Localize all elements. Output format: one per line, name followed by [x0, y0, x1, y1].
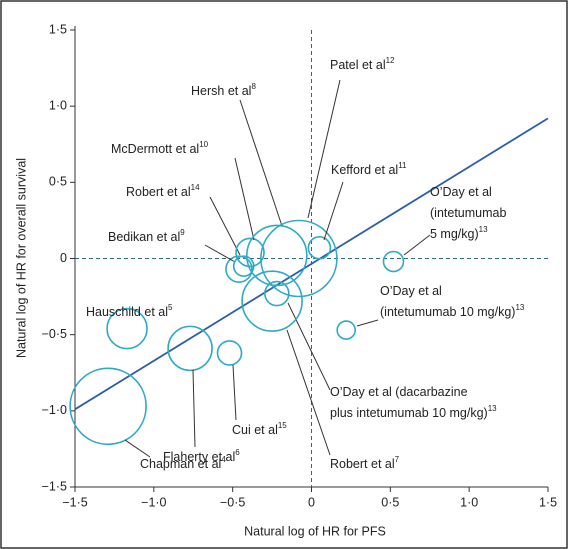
- point-label-text: O’Day et al (dacarbazine: [330, 385, 468, 399]
- point-label: Flaherty et al6: [163, 448, 240, 464]
- y-tick-label: 1·5: [49, 22, 67, 36]
- bubble: [260, 219, 338, 298]
- leader-line: [356, 319, 379, 327]
- bubble: [69, 367, 147, 446]
- point-label-ref: 6: [235, 448, 240, 457]
- y-tick-label: 0: [60, 251, 67, 265]
- leader-line: [204, 244, 236, 263]
- point-label-text: Robert et al: [330, 457, 395, 471]
- point-label: Kefford et al11: [331, 161, 407, 177]
- point-label-ref: 4: [221, 455, 226, 464]
- point-label-text: Hauschild et al: [86, 305, 168, 319]
- point-label: Patel et al12: [330, 56, 395, 72]
- point-label-ref: 13: [488, 404, 497, 413]
- point-label-ref: 13: [515, 303, 524, 312]
- point-label-text: (intetumumab 10 mg/kg): [380, 305, 515, 319]
- point-label: plus intetumumab 10 mg/kg)13: [330, 404, 497, 420]
- point-label: Chapman et al4: [140, 455, 226, 471]
- bubble: [106, 307, 148, 350]
- point-label-ref: 11: [398, 161, 407, 170]
- bubble: [336, 320, 356, 340]
- point-label: 5 mg/kg)13: [430, 225, 488, 241]
- point-label-text: plus intetumumab 10 mg/kg): [330, 406, 488, 420]
- point-label-text: O’Day et al: [380, 284, 442, 298]
- bubble: [216, 340, 243, 366]
- bubble: [167, 325, 213, 372]
- y-tick-label: −1·0: [42, 403, 67, 417]
- x-tick-label: 0: [308, 495, 315, 509]
- point-label: Bedikan et al9: [108, 228, 185, 244]
- x-axis-title: Natural log of HR for PFS: [244, 524, 386, 538]
- point-label: O’Day et al: [430, 185, 492, 199]
- point-label-ref: 8: [251, 82, 256, 91]
- point-label: Hauschild et al5: [86, 303, 173, 319]
- bubble: [264, 280, 290, 307]
- point-label-text: Chapman et al: [140, 457, 221, 471]
- leader-line: [307, 79, 341, 219]
- point-label-ref: 5: [168, 303, 173, 312]
- point-label: O’Day et al: [380, 284, 442, 298]
- point-label-ref: 15: [278, 421, 287, 430]
- point-label: Robert et al14: [126, 183, 200, 199]
- point-label-ref: 13: [479, 225, 488, 234]
- point-label-text: (intetumumab: [430, 206, 506, 220]
- bubble: [382, 250, 405, 273]
- point-label-ref: 10: [199, 140, 208, 149]
- point-label-text: Patel et al: [330, 58, 386, 72]
- point-label-text: Cui et al: [232, 423, 278, 437]
- point-label-ref: 14: [191, 183, 200, 192]
- x-tick-label: 1·5: [539, 495, 557, 509]
- bubble: [225, 255, 253, 283]
- point-label-ref: 12: [386, 56, 395, 65]
- point-label: Cui et al15: [232, 421, 287, 437]
- bubble: [235, 237, 265, 268]
- point-label-text: Flaherty et al: [163, 450, 235, 464]
- leader-line: [209, 196, 241, 256]
- x-tick-label: 1·0: [460, 495, 478, 509]
- leader-line: [192, 369, 196, 448]
- leader-line: [124, 439, 151, 458]
- y-tick-label: −0·5: [42, 327, 67, 341]
- point-label: (intetumumab: [430, 206, 506, 220]
- x-tick-label: −1·0: [141, 495, 166, 509]
- leader-line: [403, 234, 431, 256]
- bubble: [307, 236, 332, 260]
- point-label-text: Hersh et al: [191, 84, 251, 98]
- x-tick-label: 0·5: [381, 495, 399, 509]
- y-tick-label: −1·5: [42, 479, 67, 493]
- bubble: [246, 224, 308, 287]
- y-tick-label: 0·5: [49, 175, 67, 189]
- fit-line: [74, 117, 549, 411]
- point-label: Hersh et al8: [191, 82, 256, 98]
- y-axis-title: Natural log of HR for overall survival: [14, 158, 28, 358]
- leader-line: [287, 302, 331, 391]
- point-label-text: 5 mg/kg): [430, 227, 479, 241]
- point-label: McDermott et al10: [111, 140, 209, 156]
- leader-line: [239, 99, 283, 227]
- point-label-text: O’Day et al: [430, 185, 492, 199]
- x-tick-label: −1·5: [62, 495, 87, 509]
- point-label: (intetumumab 10 mg/kg)13: [380, 303, 525, 319]
- x-tick-label: −0·5: [220, 495, 245, 509]
- point-label-text: Bedikan et al: [108, 230, 180, 244]
- leader-line: [234, 157, 255, 241]
- point-label: O’Day et al (dacarbazine: [330, 385, 468, 399]
- y-tick-label: 1·0: [49, 98, 67, 112]
- leader-line: [286, 329, 331, 456]
- point-label: Robert et al7: [330, 455, 400, 471]
- point-label-text: Robert et al: [126, 185, 191, 199]
- leader-line: [323, 181, 344, 241]
- point-label-text: Kefford et al: [331, 163, 398, 177]
- bubble: [241, 270, 303, 332]
- point-label-ref: 7: [395, 455, 400, 464]
- point-label-text: McDermott et al: [111, 142, 199, 156]
- point-label-ref: 9: [180, 228, 185, 237]
- leader-line: [232, 364, 237, 421]
